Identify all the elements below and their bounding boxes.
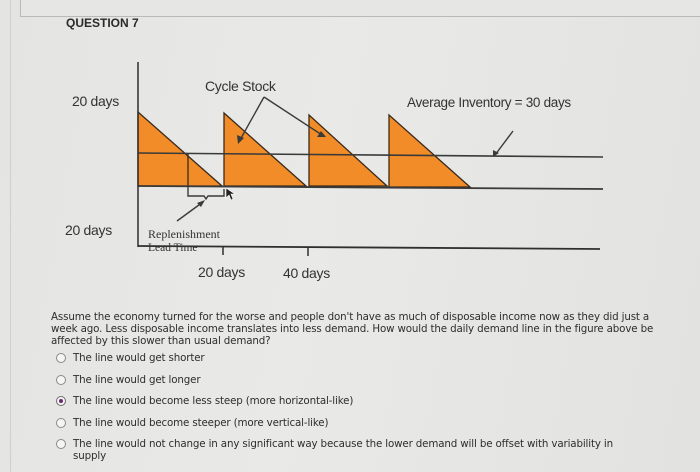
page-left-border (10, 0, 11, 472)
y-axis-label-bottom: 20 days (65, 222, 112, 238)
replenishment-label: Replenishment (148, 227, 220, 241)
average-inventory-label: Average Inventory = 30 days (407, 95, 571, 110)
x-tick-label-40-days: 40 days (283, 265, 330, 281)
cycle-stock-label: Cycle Stock (205, 78, 276, 94)
answer-option-4[interactable]: The line would become steeper (more vert… (56, 417, 676, 439)
x-tick-label-20-days: 20 days (198, 264, 245, 280)
answer-option-label: The line would not change in any signifi… (73, 438, 614, 462)
sawtooth-inventory-chart (137, 62, 604, 256)
previous-question-box (20, 0, 700, 17)
answer-option-2[interactable]: The line would get longer (56, 374, 676, 396)
radio-button[interactable] (56, 417, 66, 428)
lead-time-label: Lead Time (148, 242, 198, 254)
answer-options: The line would get shorter The line woul… (56, 352, 676, 462)
answer-option-5[interactable]: The line would not change in any signifi… (56, 438, 676, 462)
radio-button-selected[interactable] (56, 396, 66, 406)
radio-button[interactable] (56, 374, 66, 385)
answer-option-label: The line would become steeper (more vert… (73, 416, 329, 429)
answer-option-3[interactable]: The line would become less steep (more h… (56, 395, 676, 417)
y-axis-label-top: 20 days (72, 93, 119, 109)
answer-option-label: The line would get shorter (73, 352, 205, 364)
answer-option-label: The line would become less steep (more h… (73, 395, 354, 407)
question-title: QUESTION 7 (66, 16, 139, 30)
radio-button[interactable] (56, 439, 66, 449)
inventory-diagram: 20 days Cycle Stock Average Inventory = … (65, 62, 604, 281)
radio-button[interactable] (56, 353, 66, 363)
question-prompt: Assume the economy turned for the worse … (51, 311, 654, 347)
answer-option-label: The line would get longer (73, 373, 201, 386)
answer-option-1[interactable]: The line would get shorter (56, 352, 676, 374)
